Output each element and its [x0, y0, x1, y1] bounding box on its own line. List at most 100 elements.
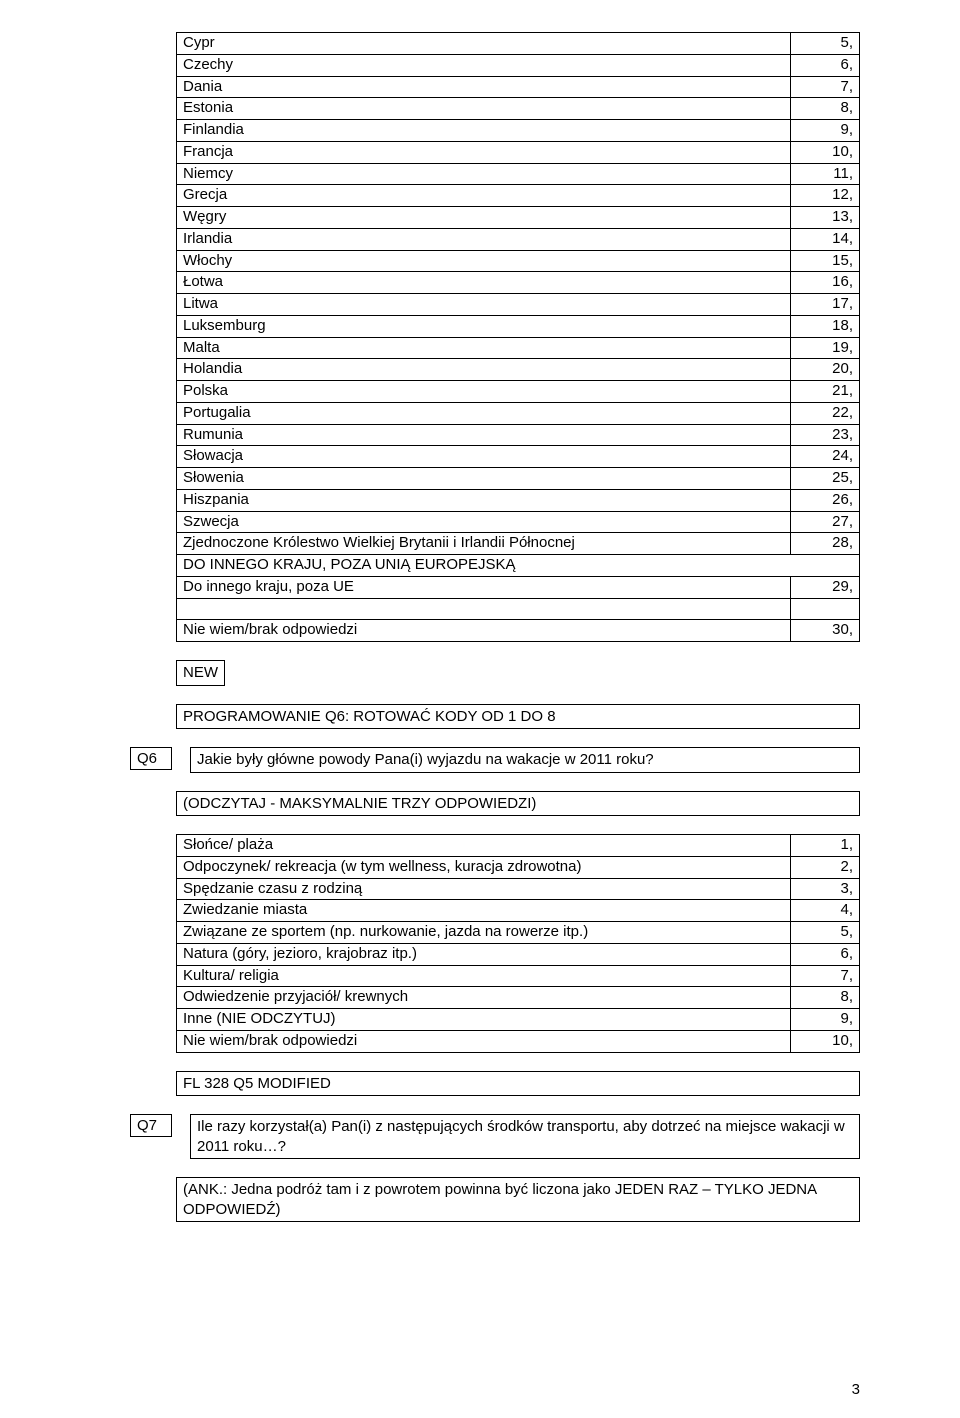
option-label: Odpoczynek/ rekreacja (w tym wellness, k… [177, 856, 791, 878]
country-label: Estonia [177, 98, 791, 120]
country-label: Cypr [177, 33, 791, 55]
country-code: 8, [791, 98, 860, 120]
country-code: 11, [791, 163, 860, 185]
q6-prog-row: PROGRAMOWANIE Q6: ROTOWAĆ KODY OD 1 DO 8 [176, 704, 860, 730]
table-row: Irlandia14, [177, 228, 860, 250]
country-label: Włochy [177, 250, 791, 272]
table-row: Malta19, [177, 337, 860, 359]
country-label: Łotwa [177, 272, 791, 294]
table-row: Grecja12, [177, 185, 860, 207]
country-label: Portugalia [177, 402, 791, 424]
option-code: 3, [791, 878, 860, 900]
table-row: Słońce/ plaża1, [177, 835, 860, 857]
table-row: Spędzanie czasu z rodziną3, [177, 878, 860, 900]
country-code: 18, [791, 315, 860, 337]
country-code: 12, [791, 185, 860, 207]
table-row: Hiszpania26, [177, 489, 860, 511]
table-row: Litwa17, [177, 294, 860, 316]
option-label: Inne (NIE ODCZYTUJ) [177, 1009, 791, 1031]
table-row: Nie wiem/brak odpowiedzi30, [177, 620, 860, 642]
other-country-header: DO INNEGO KRAJU, POZA UNIĄ EUROPEJSKĄ [177, 555, 860, 577]
country-code: 22, [791, 402, 860, 424]
option-code: 10, [791, 1030, 860, 1052]
option-label: Słońce/ plaża [177, 835, 791, 857]
table-row: Estonia8, [177, 98, 860, 120]
option-code: 5, [791, 922, 860, 944]
country-code: 21, [791, 381, 860, 403]
option-code: 4, [791, 900, 860, 922]
option-label: Spędzanie czasu z rodziną [177, 878, 791, 900]
q6-row: Q6 Jakie były główne powody Pana(i) wyja… [130, 747, 860, 773]
option-code: 1, [791, 835, 860, 857]
table-row: Finlandia9, [177, 120, 860, 142]
country-code: 9, [791, 120, 860, 142]
q7-row: Q7 Ile razy korzystał(a) Pan(i) z następ… [130, 1114, 860, 1159]
country-code: 14, [791, 228, 860, 250]
country-label: Słowenia [177, 468, 791, 490]
country-code: 19, [791, 337, 860, 359]
option-code: 6, [791, 943, 860, 965]
option-label: Odwiedzenie przyjaciół/ krewnych [177, 987, 791, 1009]
q6-instruction: (ODCZYTAJ - MAKSYMALNIE TRZY ODPOWIEDZI) [176, 791, 860, 817]
option-label: Natura (góry, jezioro, krajobraz itp.) [177, 943, 791, 965]
table-row: Słowenia25, [177, 468, 860, 490]
country-label: Szwecja [177, 511, 791, 533]
table-row: Inne (NIE ODCZYTUJ)9, [177, 1009, 860, 1031]
table-row: Związane ze sportem (np. nurkowanie, jaz… [177, 922, 860, 944]
q7-text: Ile razy korzystał(a) Pan(i) z następują… [190, 1114, 860, 1159]
table-row: Niemcy11, [177, 163, 860, 185]
table-row: Włochy15, [177, 250, 860, 272]
table-row: Szwecja27, [177, 511, 860, 533]
country-label: Francja [177, 141, 791, 163]
country-label: Grecja [177, 185, 791, 207]
q6-id: Q6 [130, 747, 172, 770]
q7-instr-row: (ANK.: Jedna podróż tam i z powrotem pow… [176, 1177, 860, 1222]
page-number: 3 [852, 1381, 860, 1398]
new-tag: NEW [176, 660, 225, 686]
blank-cell [177, 598, 791, 620]
country-code: 24, [791, 446, 860, 468]
country-label: Finlandia [177, 120, 791, 142]
table-row: Zwiedzanie miasta4, [177, 900, 860, 922]
country-code: 5, [791, 33, 860, 55]
table-row: Nie wiem/brak odpowiedzi10, [177, 1030, 860, 1052]
country-label: Nie wiem/brak odpowiedzi [177, 620, 791, 642]
table-row: Węgry13, [177, 207, 860, 229]
table-row: Odpoczynek/ rekreacja (w tym wellness, k… [177, 856, 860, 878]
country-code: 27, [791, 511, 860, 533]
country-label: Dania [177, 76, 791, 98]
table-row: Cypr5, [177, 33, 860, 55]
option-label: Zwiedzanie miasta [177, 900, 791, 922]
q6-options-table: Słońce/ plaża1,Odpoczynek/ rekreacja (w … [176, 834, 860, 1053]
q6-source-row: FL 328 Q5 MODIFIED [176, 1071, 860, 1097]
option-label: Kultura/ religia [177, 965, 791, 987]
table-row: Zjednoczone Królestwo Wielkiej Brytanii … [177, 533, 860, 555]
country-code: 25, [791, 468, 860, 490]
table-row: Do innego kraju, poza UE29, [177, 576, 860, 598]
country-code: 16, [791, 272, 860, 294]
option-label: Nie wiem/brak odpowiedzi [177, 1030, 791, 1052]
table-row: Francja10, [177, 141, 860, 163]
country-code: 28, [791, 533, 860, 555]
option-code: 8, [791, 987, 860, 1009]
country-code: 6, [791, 54, 860, 76]
table-row [177, 598, 860, 620]
country-label: Rumunia [177, 424, 791, 446]
table-row: Słowacja24, [177, 446, 860, 468]
country-label: Węgry [177, 207, 791, 229]
country-table: Cypr5,Czechy6,Dania7,Estonia8,Finlandia9… [176, 32, 860, 642]
country-code: 17, [791, 294, 860, 316]
option-code: 2, [791, 856, 860, 878]
country-label: Słowacja [177, 446, 791, 468]
table-row: Polska21, [177, 381, 860, 403]
q6-instr-row: (ODCZYTAJ - MAKSYMALNIE TRZY ODPOWIEDZI) [176, 791, 860, 817]
country-code: 15, [791, 250, 860, 272]
blank-cell [791, 598, 860, 620]
country-code: 20, [791, 359, 860, 381]
table-row: Czechy6, [177, 54, 860, 76]
table-row: Kultura/ religia7, [177, 965, 860, 987]
q6-programming-note: PROGRAMOWANIE Q6: ROTOWAĆ KODY OD 1 DO 8 [176, 704, 860, 730]
country-label: Luksemburg [177, 315, 791, 337]
country-label: Hiszpania [177, 489, 791, 511]
table-row: Rumunia23, [177, 424, 860, 446]
